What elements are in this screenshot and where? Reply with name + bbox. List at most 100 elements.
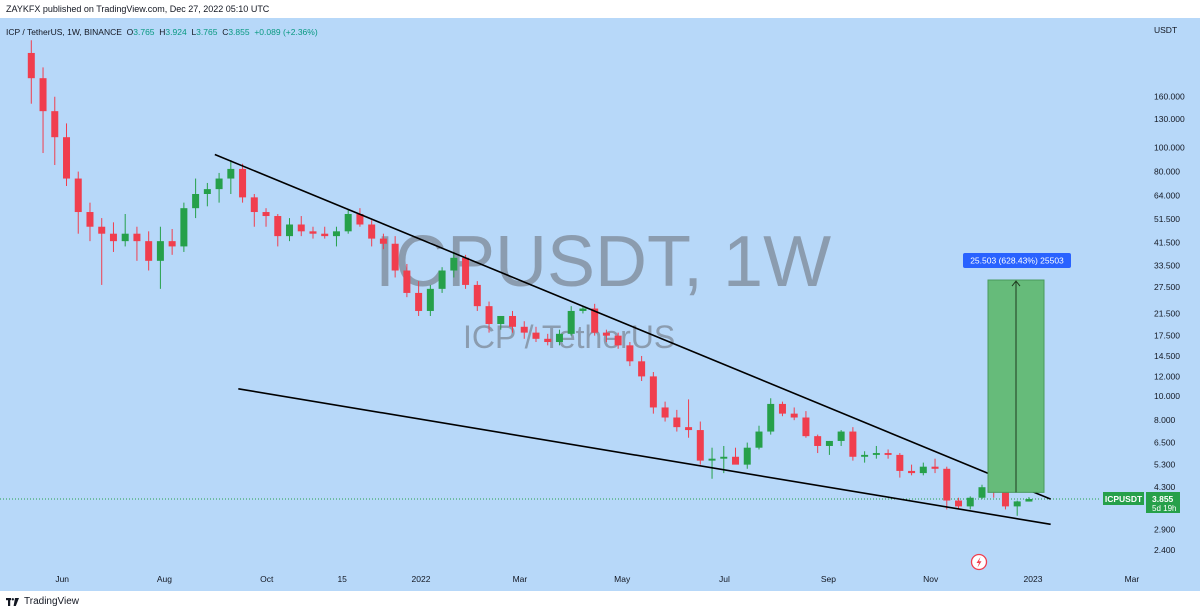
change-value: +0.089 (+2.36%) [254,27,318,37]
candle-body [180,208,188,247]
trendline-lower [238,388,1051,526]
candle-body [720,456,728,459]
candle-body [520,326,528,333]
candle-body [825,440,833,446]
symbol-label-bg [1103,492,1144,505]
published-by-text: ZAYKFX published on TradingView.com, Dec… [6,4,270,14]
symbol-name: ICP / TetherUS, 1W, BINANCE [6,27,122,37]
candle-body [1013,501,1021,507]
candle-body [743,447,751,465]
price-tick-label: 5.300 [1154,460,1176,470]
candle-body [497,315,505,324]
candle-body [203,189,211,194]
trendline-upper [214,153,1051,500]
candle-body [156,241,164,261]
candle-body [532,332,540,339]
candle-body [966,497,974,507]
time-tick-label: Nov [923,574,939,584]
open-value: 3.765 [133,27,155,37]
candle-body [332,231,340,237]
candle-body [861,454,869,457]
price-tick-label: 51.500 [1154,214,1180,224]
candle-body [614,335,622,346]
candle-body [649,376,657,408]
measure-label: 25.503 (628.43%) 25503 [970,256,1064,266]
candle-body [602,332,610,336]
candle-body [708,458,716,461]
candle-body [145,241,153,261]
price-tick-label: 12.000 [1154,371,1180,381]
time-tick-label: Oct [260,574,274,584]
candle-body [215,178,223,190]
candle-body [896,454,904,471]
candle-body [579,308,587,311]
time-tick-label: Mar [513,574,528,584]
candle-body [696,430,704,461]
candle-body [638,361,646,377]
candle-body [544,338,552,343]
low-value: 3.765 [196,27,218,37]
candle-body [286,224,294,237]
candle-body [403,270,411,293]
candle-body [978,487,986,498]
candle-body [27,52,35,79]
candle-body [368,224,376,239]
close-label: C [222,27,229,37]
price-tick-label: 33.500 [1154,261,1180,271]
price-tick-label: 64.000 [1154,191,1180,201]
price-axis-currency: USDT [1154,25,1177,35]
candle-body [943,468,951,501]
price-tick-label: 10.000 [1154,391,1180,401]
candle-body [86,212,94,227]
price-tick-label: 21.500 [1154,308,1180,318]
candle-body [767,403,775,432]
candle-body [297,224,305,232]
time-tick-label: Sep [821,574,836,584]
candle-body [555,333,563,343]
candle-body [239,168,247,198]
candle-body [919,466,927,474]
candle-body [262,212,270,217]
candle-body [755,431,763,448]
header-bar: ZAYKFX published on TradingView.com, Dec… [0,0,1200,18]
time-tick-label: Aug [157,574,172,584]
candle-body [415,292,423,311]
price-tick-label: 14.500 [1154,351,1180,361]
candle-body [379,238,387,244]
time-tick-label: 15 [337,574,347,584]
candle-body [1001,492,1009,507]
candle-body [685,427,693,431]
candle-body [1025,499,1033,502]
candle-body [732,456,740,465]
candle-body [438,270,446,289]
candle-body [168,241,176,247]
candle-body [74,178,82,213]
candle-body [274,216,282,237]
candle-body [63,137,71,179]
symbol-label: ICPUSDT [1105,494,1143,504]
low-label: L [191,27,197,37]
candle-body [931,466,939,469]
candle-body [321,233,329,237]
candle-body [133,233,141,242]
candle-body [109,233,117,242]
footer-bar: TradingView [0,591,1200,615]
candle-body [485,306,493,324]
candle-body [51,111,59,138]
price-tick-label: 100.000 [1154,142,1185,152]
price-tick-label: 2.900 [1154,525,1176,535]
candle-body [661,407,669,418]
candle-body [344,214,352,232]
measure-label-bg [963,253,1071,269]
price-tick-label: 130.000 [1154,114,1185,124]
candle-body [426,288,434,311]
candle-body [673,417,681,428]
candle-body [814,436,822,446]
candle-body [790,413,798,418]
symbol-legend: ICP / TetherUS, 1W, BINANCE O3.765 H3.92… [6,27,318,37]
candle-body [309,231,317,234]
candle-body [778,403,786,414]
price-tick-label: 4.300 [1154,482,1176,492]
candle-body [227,168,235,179]
